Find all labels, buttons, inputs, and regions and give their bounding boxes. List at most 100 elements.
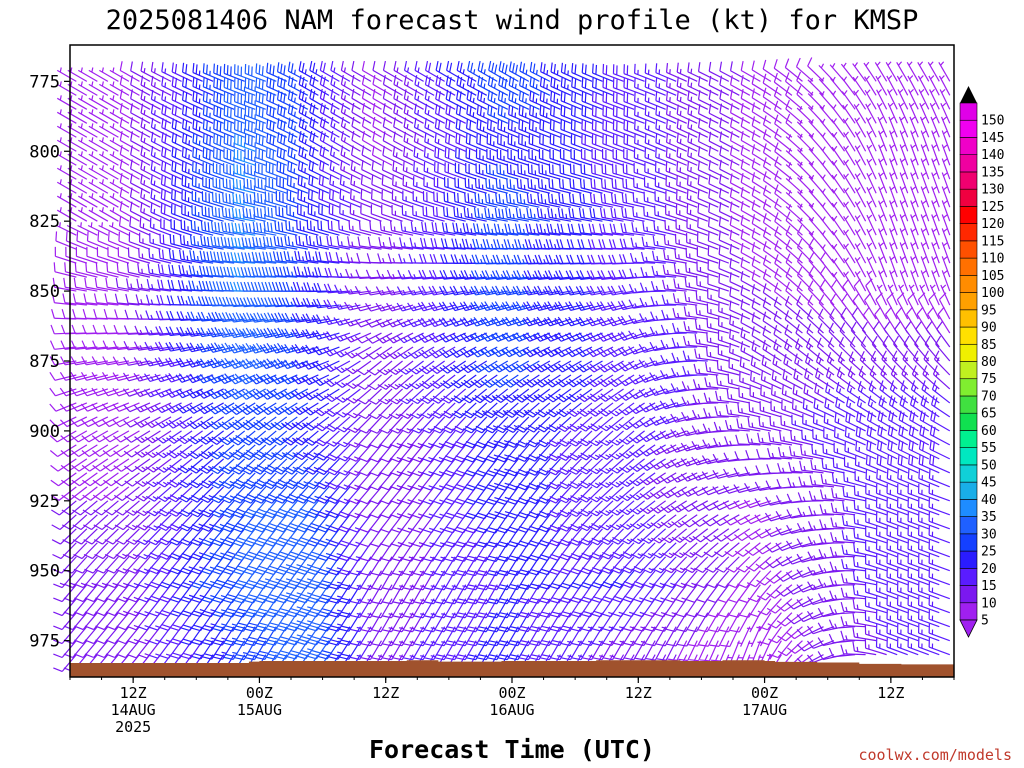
wind-barb <box>547 486 572 504</box>
wind-barb <box>191 612 214 632</box>
wind-barb <box>276 62 298 82</box>
wind-barb <box>88 137 109 152</box>
wind-barb <box>86 246 109 264</box>
wind-barb <box>78 95 98 110</box>
wind-barb <box>73 556 98 574</box>
wind-barb <box>115 277 140 292</box>
wind-barb <box>287 117 309 138</box>
wind-barb <box>829 293 846 320</box>
wind-barb <box>136 528 161 546</box>
wind-barb <box>94 277 119 292</box>
wind-barb <box>109 109 130 124</box>
wind-barb <box>71 458 98 472</box>
wind-barb <box>410 416 435 434</box>
colorbar-tick-label: 135 <box>981 165 1004 180</box>
wind-barb <box>860 336 877 362</box>
wind-barb <box>70 356 98 366</box>
wind-barb <box>176 430 203 445</box>
wind-barb <box>241 458 267 475</box>
wind-barb <box>187 458 214 474</box>
wind-barb <box>234 640 256 661</box>
wind-barb <box>260 297 287 308</box>
wind-barb <box>113 340 140 351</box>
wind-barb <box>77 222 98 236</box>
wind-barb <box>280 374 309 385</box>
wind-barb <box>138 247 161 264</box>
wind-barb <box>144 402 172 413</box>
wind-barb <box>589 556 614 575</box>
wind-barb <box>189 235 214 250</box>
wind-barb <box>807 57 824 82</box>
wind-barb <box>123 325 151 335</box>
wind-barb <box>202 77 224 96</box>
wind-barb <box>181 147 203 166</box>
y-tick-label: 975 <box>29 632 60 652</box>
wind-barb <box>129 173 151 194</box>
wind-barb <box>72 514 98 531</box>
wind-barb <box>234 626 256 647</box>
wind-barb <box>176 444 203 459</box>
wind-barb <box>266 118 288 138</box>
wind-barb <box>304 472 330 490</box>
wind-barb <box>255 640 277 661</box>
wind-barb <box>56 179 77 194</box>
wind-barb <box>181 161 203 180</box>
y-tick-label: 825 <box>29 212 60 232</box>
wind-barb <box>78 193 98 208</box>
wind-barb <box>200 220 224 236</box>
wind-barb <box>484 430 509 449</box>
wind-barb <box>526 472 551 491</box>
wind-barb <box>192 147 214 166</box>
wind-barb <box>155 326 182 336</box>
wind-barb <box>259 358 287 370</box>
wind-barb <box>191 190 214 208</box>
wind-barb <box>568 542 593 561</box>
wind-barb <box>231 486 256 504</box>
wind-barb <box>171 118 193 138</box>
wind-barb <box>853 278 867 306</box>
wind-barb <box>232 192 256 208</box>
wind-barb <box>610 556 635 574</box>
wind-barb <box>181 76 203 96</box>
wind-barb <box>297 204 319 222</box>
wind-barb <box>196 373 224 384</box>
wind-barb <box>109 179 130 194</box>
wind-barb <box>197 430 225 445</box>
wind-barb <box>293 458 319 475</box>
wind-barb <box>547 514 572 533</box>
wind-barb <box>287 61 309 82</box>
wind-barb <box>102 356 130 366</box>
wind-barb <box>222 163 245 180</box>
wind-barb <box>192 90 214 110</box>
colorbar-tick-label: 140 <box>981 148 1004 163</box>
wind-barb <box>101 402 130 412</box>
wind-barb <box>599 542 624 560</box>
wind-barb <box>233 64 256 82</box>
wind-barb <box>199 486 225 503</box>
wind-barb <box>123 430 151 443</box>
x-tick-label: 12Z <box>372 684 399 702</box>
wind-barb <box>818 294 835 320</box>
wind-barb <box>202 119 224 138</box>
wind-barb <box>186 416 214 430</box>
wind-barb <box>670 429 698 438</box>
wind-barb <box>207 311 235 322</box>
wind-barb <box>145 472 172 488</box>
wind-barb <box>281 312 308 323</box>
wind-barb <box>305 486 330 504</box>
wind-barb <box>233 163 256 180</box>
colorbar-segment <box>959 102 978 121</box>
wind-barb <box>261 444 288 461</box>
wind-barb <box>291 343 319 354</box>
wind-barb <box>72 500 98 516</box>
wind-barb <box>286 175 309 194</box>
wind-barb <box>63 277 87 292</box>
wind-barb <box>140 89 161 110</box>
wind-barb <box>168 528 193 546</box>
wind-barb <box>515 444 540 462</box>
wind-barb <box>106 262 130 278</box>
wind-barb <box>298 61 319 82</box>
wind-barb <box>223 105 245 124</box>
wind-barb <box>254 177 277 194</box>
